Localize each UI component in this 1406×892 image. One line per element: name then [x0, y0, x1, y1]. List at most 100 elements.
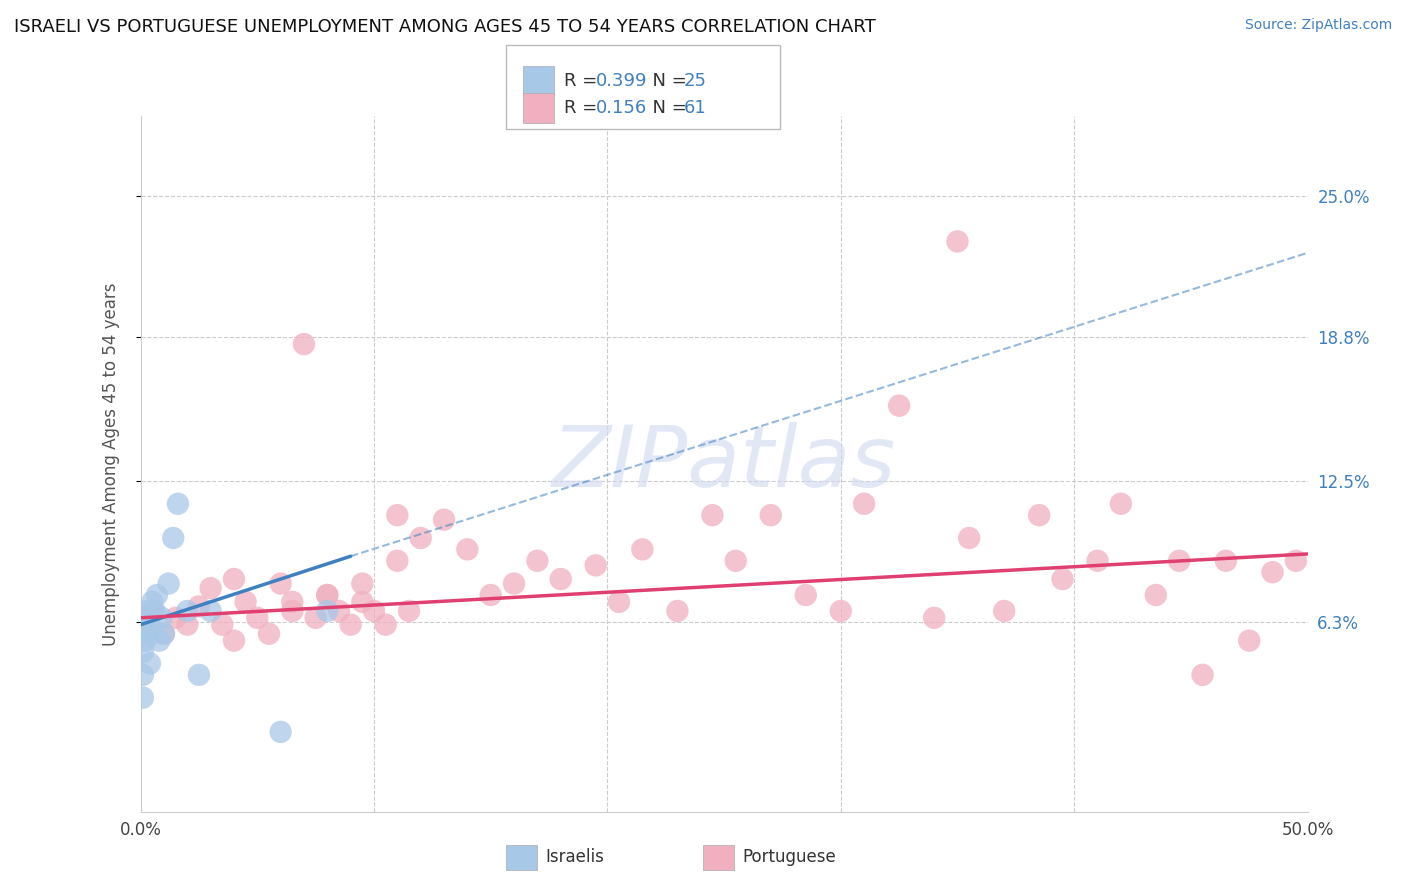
Point	[141, 627, 163, 641]
Text: 61: 61	[683, 99, 706, 117]
Point	[153, 627, 176, 641]
Y-axis label: Unemployment Among Ages 45 to 54 years: Unemployment Among Ages 45 to 54 years	[101, 282, 120, 646]
Point	[1087, 554, 1109, 568]
Point	[134, 611, 156, 625]
Point	[188, 599, 211, 614]
Point	[1109, 497, 1132, 511]
Text: 0.156: 0.156	[596, 99, 647, 117]
Point	[246, 611, 269, 625]
Point	[352, 576, 374, 591]
Point	[387, 508, 409, 523]
Point	[957, 531, 980, 545]
Point	[409, 531, 432, 545]
Text: N =: N =	[641, 72, 693, 90]
Point	[585, 558, 607, 573]
Point	[550, 572, 572, 586]
Point	[211, 617, 233, 632]
Text: ZIPatlas: ZIPatlas	[553, 422, 896, 506]
Point	[759, 508, 782, 523]
Point	[352, 595, 374, 609]
Point	[479, 588, 502, 602]
Point	[176, 617, 198, 632]
Point	[176, 604, 198, 618]
Point	[132, 690, 155, 705]
Point	[167, 497, 190, 511]
Point	[134, 633, 156, 648]
Point	[146, 588, 169, 602]
Point	[153, 627, 176, 641]
Point	[139, 617, 162, 632]
Point	[165, 611, 187, 625]
Point	[132, 668, 155, 682]
Point	[281, 604, 304, 618]
Point	[456, 542, 478, 557]
Point	[1052, 572, 1074, 586]
Point	[503, 576, 526, 591]
Point	[1261, 565, 1284, 579]
Point	[148, 633, 170, 648]
Point	[946, 235, 969, 249]
Point	[724, 554, 747, 568]
Point	[141, 604, 163, 618]
Point	[387, 554, 409, 568]
Point	[188, 668, 211, 682]
Point	[631, 542, 654, 557]
Point	[363, 604, 385, 618]
Point	[235, 595, 257, 609]
Point	[143, 604, 166, 618]
Point	[374, 617, 396, 632]
Text: 25: 25	[683, 72, 706, 90]
Point	[136, 604, 159, 618]
Point	[433, 513, 456, 527]
Point	[257, 627, 280, 641]
Point	[157, 576, 180, 591]
Point	[305, 611, 328, 625]
Text: Israelis: Israelis	[546, 848, 605, 866]
Point	[270, 724, 292, 739]
Point	[270, 576, 292, 591]
Point	[1028, 508, 1050, 523]
Point	[922, 611, 945, 625]
Point	[398, 604, 420, 618]
Point	[1285, 554, 1308, 568]
Point	[132, 645, 155, 659]
Point	[222, 572, 245, 586]
Point	[281, 595, 304, 609]
Text: Source: ZipAtlas.com: Source: ZipAtlas.com	[1244, 18, 1392, 32]
Point	[607, 595, 630, 609]
Text: 0.399: 0.399	[596, 72, 648, 90]
Point	[141, 595, 163, 609]
Point	[136, 627, 159, 641]
Text: R =: R =	[564, 99, 603, 117]
Point	[794, 588, 817, 602]
Point	[162, 531, 184, 545]
Point	[1239, 633, 1261, 648]
Point	[526, 554, 548, 568]
Point	[702, 508, 724, 523]
Point	[150, 611, 173, 625]
Point	[1168, 554, 1191, 568]
Point	[139, 657, 162, 671]
Text: N =: N =	[641, 99, 693, 117]
Point	[328, 604, 350, 618]
Point	[316, 604, 339, 618]
Point	[316, 588, 339, 602]
Point	[853, 497, 876, 511]
Point	[134, 622, 156, 636]
Text: R =: R =	[564, 72, 603, 90]
Point	[200, 581, 222, 595]
Text: Portuguese: Portuguese	[742, 848, 837, 866]
Point	[1215, 554, 1237, 568]
Point	[316, 588, 339, 602]
Point	[1191, 668, 1213, 682]
Point	[292, 337, 315, 351]
Text: ISRAELI VS PORTUGUESE UNEMPLOYMENT AMONG AGES 45 TO 54 YEARS CORRELATION CHART: ISRAELI VS PORTUGUESE UNEMPLOYMENT AMONG…	[14, 18, 876, 36]
Point	[1144, 588, 1167, 602]
Point	[339, 617, 361, 632]
Point	[889, 399, 911, 413]
Point	[666, 604, 689, 618]
Point	[200, 604, 222, 618]
Point	[222, 633, 245, 648]
Point	[993, 604, 1015, 618]
Point	[830, 604, 852, 618]
